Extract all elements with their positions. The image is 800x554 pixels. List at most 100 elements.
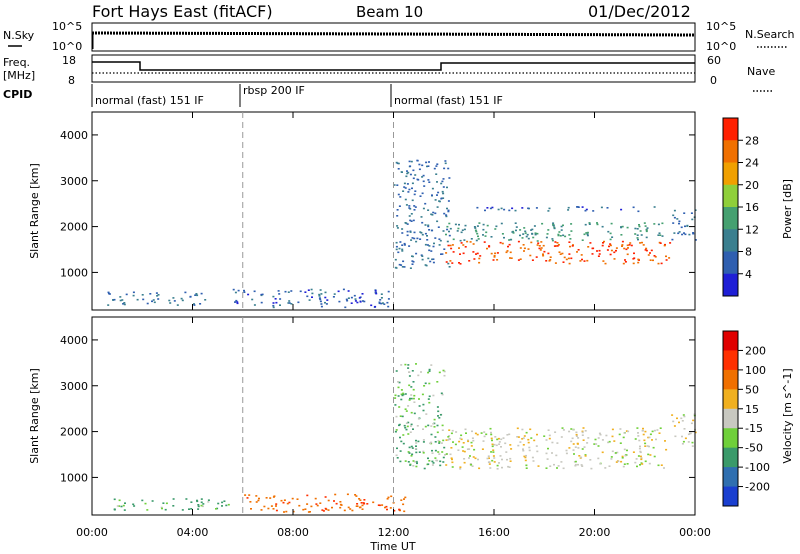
velocity-cell [267,507,270,510]
velocity-cell [398,508,401,511]
power-cell [442,178,445,180]
velocity-cell [201,505,204,508]
velocity-cell [403,424,406,427]
power-cell [416,159,419,162]
velocity-cell [410,394,413,396]
power-cell [501,242,504,245]
power-cell [426,244,429,246]
power-cell [495,225,498,228]
velocity-cell [624,454,627,457]
power-cell [517,259,520,261]
power-cell [306,295,309,298]
power-cell [414,190,417,192]
velocity-cell [601,439,604,441]
power-cell [125,293,128,296]
nave-tick-top: 60 [707,54,721,67]
power-cell [149,293,152,295]
velocity-cell [292,510,295,513]
power-cell [646,227,649,229]
power-cell [586,231,589,234]
power-cell [613,251,616,254]
power-cell [603,240,605,243]
velocity-cell [536,450,539,453]
velocity-cell [505,451,508,453]
velocity-cell [472,456,475,458]
velocity-region [444,427,668,470]
power-cell [394,258,397,261]
power-cell [525,235,528,238]
power-cell [519,229,522,231]
power-cell [413,209,416,211]
velocity-cell [613,440,616,442]
cpid-label: CPID [3,88,32,101]
velocity-cell [404,496,407,499]
velocity-cell [162,502,165,504]
power-cell [620,226,623,229]
velocity-cell [399,436,401,439]
power-cell [663,244,666,247]
power-cell [419,231,422,233]
power-cell [483,241,486,243]
power-cell [427,179,430,181]
power-cell [448,177,451,179]
velocity-cell [395,415,398,418]
power-cell [397,251,400,254]
velocity-cell [113,498,116,501]
power-cell [591,253,594,255]
power-cell [552,222,555,224]
power-cell [430,213,433,216]
power-cell [545,236,548,239]
power-cell [410,213,413,215]
nsky-label: N.Sky [3,29,35,42]
velocity-cell [409,431,412,433]
power-cell [494,228,497,230]
power-cell [532,236,535,239]
power-cell [522,244,525,246]
freq-frame [91,54,696,83]
power-cell [136,298,139,301]
velocity-cell [412,381,415,383]
velocity-cell [565,449,568,452]
velocity-cell [545,439,548,441]
velocity-cell [470,464,473,466]
velocity-cell [615,461,618,463]
velocity-cell [681,435,683,438]
nsearch-label: N.Search [745,28,795,41]
power-cell [588,222,591,224]
power-cell [380,302,383,305]
power-cell [448,234,451,237]
power-cell [640,234,643,236]
velocity-cell [306,494,309,497]
velocity-cell [411,447,414,449]
power-cell [430,229,433,232]
velocity-cell [471,437,474,439]
velocity-cell [551,452,553,454]
power-cell [408,205,411,207]
colorbar-tick-label: 28 [745,134,759,147]
velocity-cell [556,442,559,444]
velocity-cell [402,393,405,396]
power-cell [414,174,417,176]
power-cell [568,234,571,236]
y-tick-label: 1000 [60,266,88,279]
power-cell [541,222,544,225]
power-cell [539,249,542,251]
velocity-cell [327,509,330,511]
velocity-cell [400,393,403,396]
power-cell [642,244,645,246]
velocity-cell [493,461,496,463]
velocity-cell [421,393,424,396]
power-cell [474,229,477,232]
velocity-cell [334,493,337,496]
velocity-cell [527,438,530,441]
velocity-cell [664,440,666,442]
velocity-cell [545,452,548,455]
velocity-cell [451,429,454,432]
power-cell [519,234,521,237]
power-cell [451,244,454,246]
velocity-cell [422,450,425,453]
power-cell [600,206,603,209]
velocity-cell [340,504,343,506]
power-cell [634,227,637,230]
power-cell [422,207,425,210]
